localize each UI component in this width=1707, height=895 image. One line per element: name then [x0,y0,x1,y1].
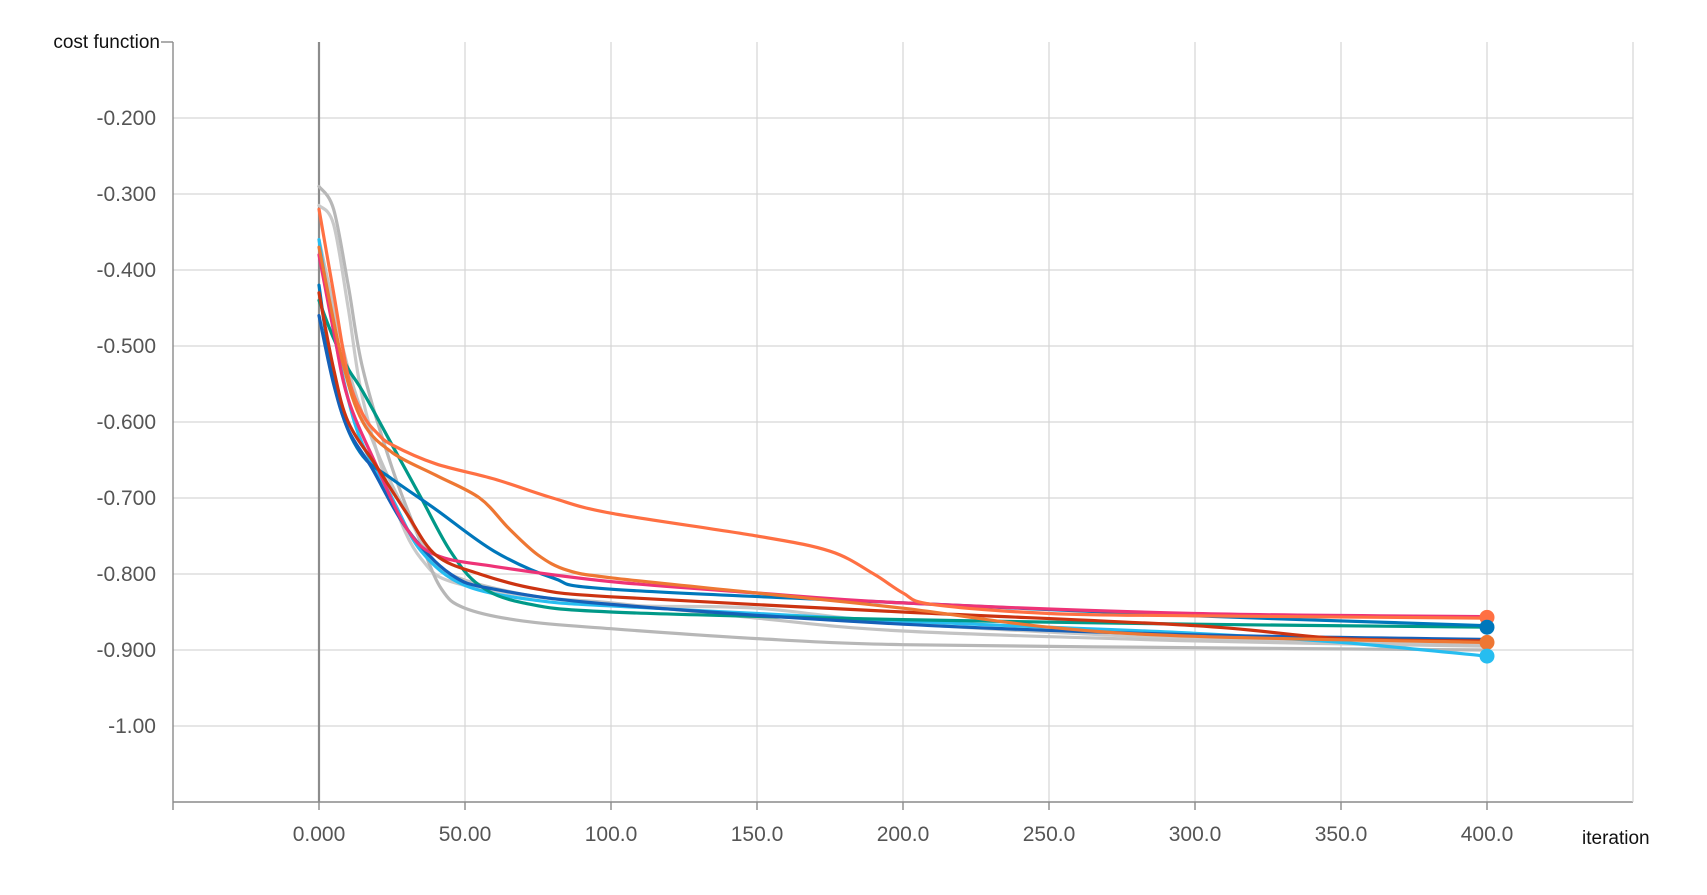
series-line [317,184,1489,652]
x-tick-label: 200.0 [877,823,930,846]
y-tick-label: -0.600 [96,411,156,434]
series-line [317,253,1489,619]
series-line [317,245,1489,644]
x-tick-label: 300.0 [1169,823,1222,846]
y-tick-label: -0.900 [96,639,156,662]
y-tick-label: -1.00 [108,715,156,738]
y-tick-label: -0.400 [96,259,156,282]
series-lines [317,184,1489,658]
y-tick-label: -0.800 [96,563,156,586]
y-tick-label: -0.200 [96,107,156,130]
x-tick-label: 150.0 [731,823,784,846]
x-tick-label: 250.0 [1023,823,1076,846]
series-line [317,207,1489,620]
x-axis-title: iteration [1582,828,1650,849]
y-tick-label: -0.700 [96,487,156,510]
x-tick-label: 400.0 [1461,823,1514,846]
y-tick-label: -0.500 [96,335,156,358]
end-markers [1479,609,1495,664]
y-tick-label: -0.300 [96,183,156,206]
x-tick-label: 100.0 [585,823,638,846]
series-end-marker [1479,634,1495,650]
series-line [317,291,1489,643]
series-end-marker [1479,619,1495,635]
x-tick-label: 50.00 [439,823,492,846]
x-tick-label: 350.0 [1315,823,1368,846]
x-tick-label: 0.000 [293,823,346,846]
y-axis-title: cost function [53,32,160,53]
axes [161,41,1634,810]
tick-labels: -0.200 -0.300 -0.400 -0.500 -0.600 -0.700 -0.8… [96,107,1513,846]
grid [173,42,1633,802]
series-end-marker [1479,648,1495,664]
